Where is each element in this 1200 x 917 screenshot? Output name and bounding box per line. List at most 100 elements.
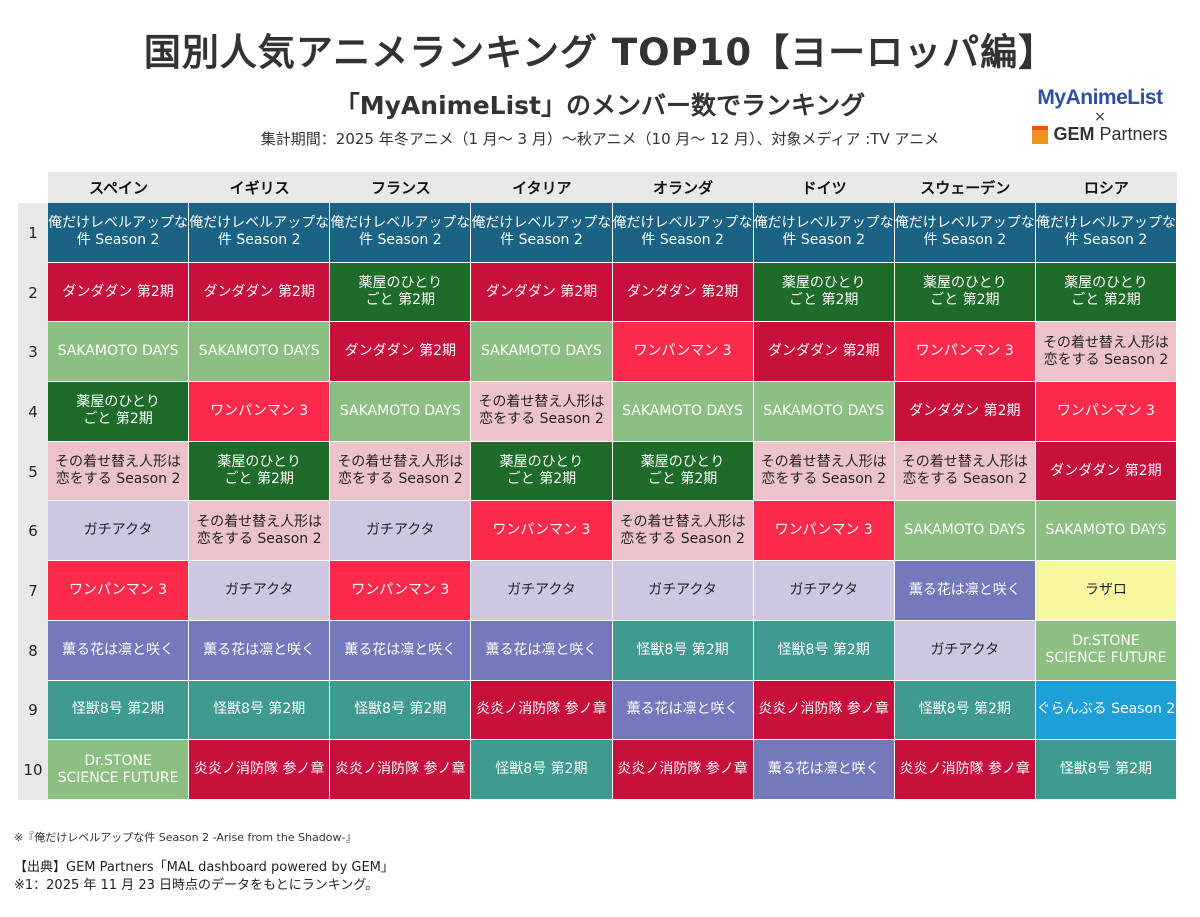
ranking-cell: 薬屋のひとり ごと 第2期 bbox=[48, 382, 190, 442]
ranking-cell: 俺だけレベルアップな 件 Season 2 bbox=[471, 203, 613, 263]
ranking-cell: ガチアクタ bbox=[753, 561, 895, 621]
ranking-cell: 炎炎ノ消防隊 参ノ章 bbox=[189, 740, 331, 800]
ranking-cell: 怪獣8号 第2期 bbox=[894, 680, 1036, 741]
ranking-cell: ダンダダン 第2期 bbox=[1035, 441, 1177, 502]
ranking-cell: ガチアクタ bbox=[471, 561, 613, 621]
ranking-cell: 怪獣8号 第2期 bbox=[612, 620, 754, 681]
ranking-cell: 炎炎ノ消防隊 参ノ章 bbox=[612, 740, 754, 800]
rank-number: 2 bbox=[28, 283, 38, 302]
gem-logo-rest: Partners bbox=[1099, 124, 1168, 144]
ranking-cell: ぐらんぶる Season 2 bbox=[1035, 680, 1177, 741]
ranking-cell: ダンダダン 第2期 bbox=[189, 262, 331, 323]
ranking-cell: 炎炎ノ消防隊 参ノ章 bbox=[894, 740, 1036, 800]
rank-number: 1 bbox=[28, 223, 38, 242]
ranking-cell: SAKAMOTO DAYS bbox=[894, 501, 1036, 562]
ranking-cell: 薫る花は凛と咲く bbox=[189, 620, 331, 681]
country-header: スペイン bbox=[89, 179, 149, 197]
ranking-cell: 怪獣8号 第2期 bbox=[330, 680, 472, 741]
ranking-cell: SAKAMOTO DAYS bbox=[189, 322, 331, 383]
rank-number: 5 bbox=[28, 462, 38, 481]
ranking-cell: ガチアクタ bbox=[612, 561, 754, 621]
source-notes: 【出典】GEM Partners「MAL dashboard powered b… bbox=[14, 859, 394, 895]
ranking-cell: 薬屋のひとり ごと 第2期 bbox=[753, 262, 895, 323]
ranking-cell: 怪獣8号 第2期 bbox=[471, 740, 613, 800]
ranking-cell: SAKAMOTO DAYS bbox=[48, 322, 190, 383]
country-header: スウェーデン bbox=[920, 179, 1011, 197]
ranking-cell: その着せ替え人形は 恋をする Season 2 bbox=[48, 441, 190, 502]
country-header: イギリス bbox=[229, 179, 290, 197]
ranking-cell: 薬屋のひとり ごと 第2期 bbox=[471, 441, 613, 502]
rank-number: 4 bbox=[28, 402, 38, 421]
ranking-cell: ワンパンマン 3 bbox=[48, 561, 190, 621]
logo-block: MyAnimeList × GEM Partners bbox=[1020, 86, 1180, 145]
aggregation-period: 集計期間：2025 年冬アニメ（1 月～ 3 月）～秋アニメ（10 月～ 12 … bbox=[260, 130, 940, 148]
ranking-grid: 俺だけレベルアップな 件 Season 2 俺だけレベルアップな 件 Season… bbox=[48, 203, 1177, 800]
ranking-cell: 怪獣8号 第2期 bbox=[48, 680, 190, 741]
page-title: 国別人気アニメランキング TOP10【ヨーロッパ編】 bbox=[143, 31, 1057, 74]
ranking-cell: 薫る花は凛と咲く bbox=[894, 561, 1036, 621]
ranking-cell: ダンダダン 第2期 bbox=[48, 262, 190, 323]
ranking-cell: 薬屋のひとり ごと 第2期 bbox=[612, 441, 754, 502]
ranking-cell: Dr.STONE SCIENCE FUTURE bbox=[1035, 620, 1177, 681]
rank-number: 10 bbox=[23, 761, 43, 780]
ranking-table: スペイン イギリス フランス イタリア オランダ ドイツ スウェーデン ロシア 1 2 3 4 5 6 7… bbox=[18, 172, 1177, 800]
country-header: イタリア bbox=[512, 179, 572, 197]
ranking-cell: その着せ替え人形は 恋をする Season 2 bbox=[894, 441, 1036, 502]
ranking-cell: ダンダダン 第2期 bbox=[894, 382, 1036, 442]
ranking-cell: その着せ替え人形は 恋をする Season 2 bbox=[471, 382, 613, 442]
ranking-cell: その着せ替え人形は 恋をする Season 2 bbox=[1035, 322, 1177, 383]
ranking-cell: ワンパンマン 3 bbox=[189, 382, 331, 442]
ranking-cell: SAKAMOTO DAYS bbox=[612, 382, 754, 442]
ranking-cell: ワンパンマン 3 bbox=[330, 561, 472, 621]
ranking-cell: 薫る花は凛と咲く bbox=[612, 680, 754, 741]
rank-number: 7 bbox=[28, 581, 38, 600]
ranking-cell: 怪獣8号 第2期 bbox=[1035, 740, 1177, 800]
ranking-cell: 炎炎ノ消防隊 参ノ章 bbox=[753, 680, 895, 741]
ranking-cell: SAKAMOTO DAYS bbox=[330, 382, 472, 442]
ranking-cell: その着せ替え人形は 恋をする Season 2 bbox=[753, 441, 895, 502]
country-header-row: スペイン イギリス フランス イタリア オランダ ドイツ スウェーデン ロシア bbox=[48, 172, 1177, 203]
ranking-cell: 薫る花は凛と咲く bbox=[471, 620, 613, 681]
myanimelist-logo: MyAnimeList bbox=[1037, 86, 1163, 109]
ranking-cell: 怪獣8号 第2期 bbox=[189, 680, 331, 741]
ranking-cell: Dr.STONE SCIENCE FUTURE bbox=[48, 740, 190, 800]
rank-number: 9 bbox=[28, 701, 38, 720]
collab-x: × bbox=[1094, 109, 1106, 125]
ranking-cell: ダンダダン 第2期 bbox=[330, 322, 472, 383]
country-header: フランス bbox=[370, 179, 431, 197]
ranking-cell: ガチアクタ bbox=[48, 501, 190, 562]
ranking-cell: SAKAMOTO DAYS bbox=[471, 322, 613, 383]
ranking-cell: ダンダダン 第2期 bbox=[753, 322, 895, 383]
ranking-cell: ワンパンマン 3 bbox=[471, 501, 613, 562]
ranking-cell: 薬屋のひとり ごと 第2期 bbox=[189, 441, 331, 502]
ranking-cell: 俺だけレベルアップな 件 Season 2 bbox=[612, 203, 754, 263]
page-subtitle: 「MyAnimeList」のメンバー数でランキング bbox=[334, 91, 866, 120]
ranking-cell: ガチアクタ bbox=[189, 561, 331, 621]
ranking-cell: その着せ替え人形は 恋をする Season 2 bbox=[330, 441, 472, 502]
ranking-cell: 炎炎ノ消防隊 参ノ章 bbox=[471, 680, 613, 741]
gem-logo-icon bbox=[1032, 125, 1049, 144]
rank-number: 6 bbox=[28, 522, 38, 541]
ranking-cell: その着せ替え人形は 恋をする Season 2 bbox=[612, 501, 754, 562]
ranking-cell: SAKAMOTO DAYS bbox=[1035, 501, 1177, 562]
ranking-cell: ワンパンマン 3 bbox=[1035, 382, 1177, 442]
ranking-cell: ワンパンマン 3 bbox=[894, 322, 1036, 383]
ranking-cell: 薬屋のひとり ごと 第2期 bbox=[1035, 262, 1177, 323]
footnote: ※『俺だけレベルアップな件 Season 2 -Arise from the S… bbox=[14, 831, 357, 844]
ranking-cell: ワンパンマン 3 bbox=[753, 501, 895, 562]
ranking-cell: 薫る花は凛と咲く bbox=[753, 740, 895, 800]
rank-number: 8 bbox=[28, 641, 38, 660]
ranking-cell: その着せ替え人形は 恋をする Season 2 bbox=[189, 501, 331, 562]
ranking-cell: ダンダダン 第2期 bbox=[471, 262, 613, 323]
ranking-cell: 薫る花は凛と咲く bbox=[48, 620, 190, 681]
ranking-cell: 俺だけレベルアップな 件 Season 2 bbox=[894, 203, 1036, 263]
rank-number: 3 bbox=[28, 343, 38, 362]
ranking-cell: ガチアクタ bbox=[894, 620, 1036, 681]
ranking-cell: 俺だけレベルアップな 件 Season 2 bbox=[330, 203, 472, 263]
ranking-cell: 炎炎ノ消防隊 参ノ章 bbox=[330, 740, 472, 800]
country-header: ドイツ bbox=[801, 179, 847, 197]
ranking-cell: ダンダダン 第2期 bbox=[612, 262, 754, 323]
country-header: オランダ bbox=[653, 179, 714, 197]
ranking-cell: 薬屋のひとり ごと 第2期 bbox=[894, 262, 1036, 323]
source: 【出典】GEM Partners「MAL dashboard powered b… bbox=[14, 860, 394, 875]
